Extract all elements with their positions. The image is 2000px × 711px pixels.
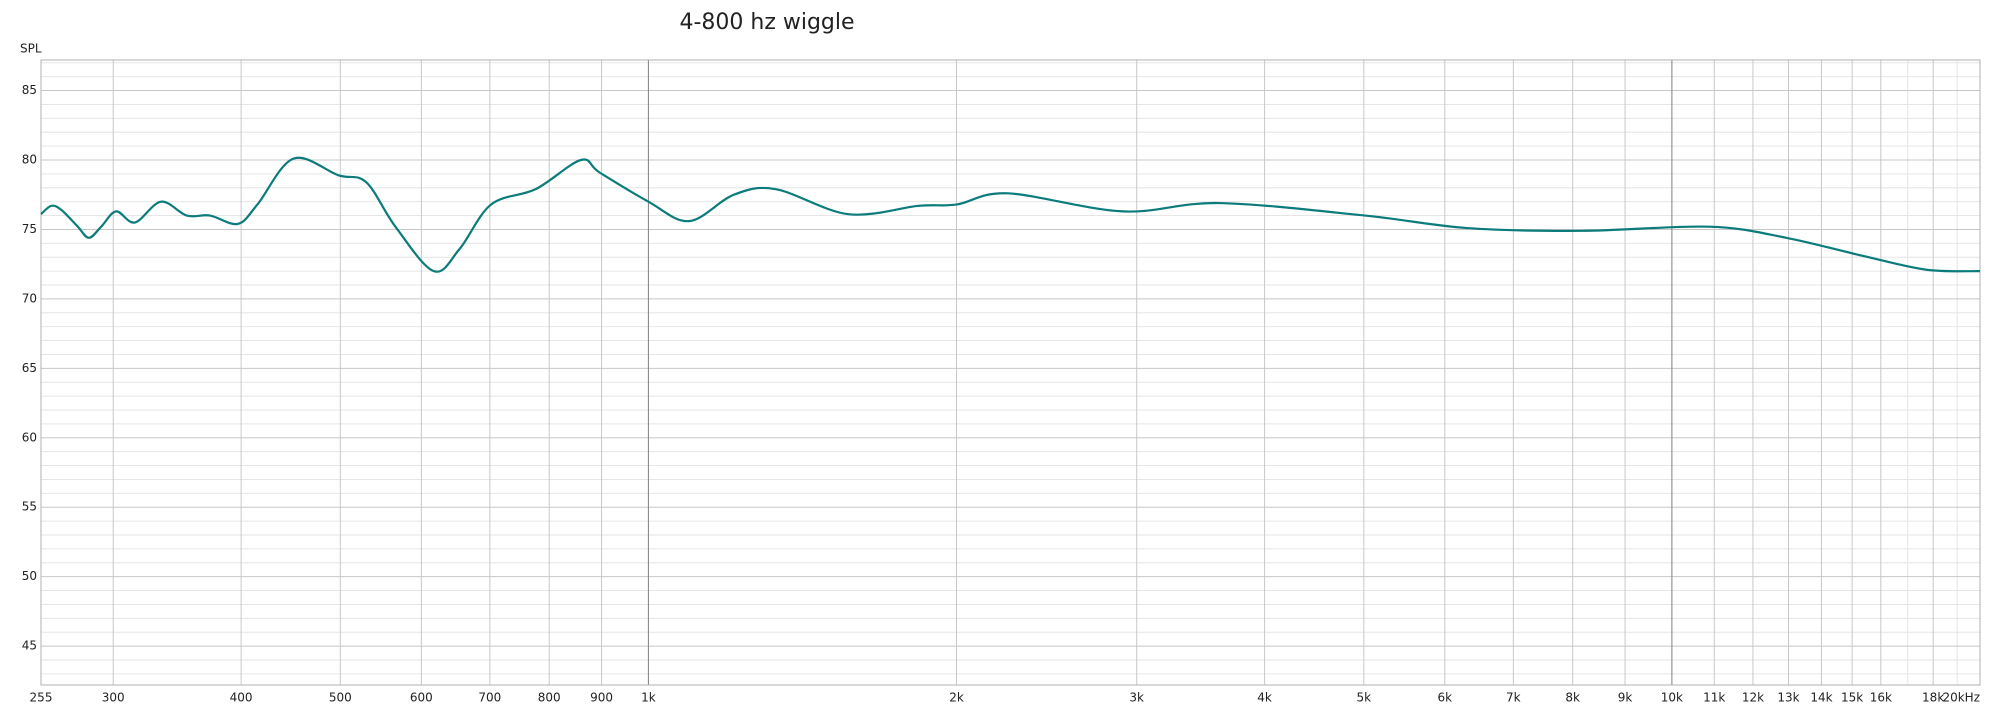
x-tick-label: 12k: [1742, 691, 1764, 705]
y-axis-label: SPL: [20, 42, 42, 56]
x-tick-label: 3k: [1129, 691, 1144, 705]
x-tick-label: 14k: [1810, 691, 1832, 705]
x-tick-label: 7k: [1506, 691, 1521, 705]
y-tick-label: 70: [22, 291, 37, 305]
y-tick-label: 80: [22, 153, 37, 167]
x-tick-label: 13k: [1777, 691, 1799, 705]
response-line: [40, 156, 1981, 273]
x-tick-label: 300: [102, 691, 125, 705]
x-tick-label: 11k: [1703, 691, 1725, 705]
x-tick-label: 800: [538, 691, 561, 705]
x-tick-label: 255: [30, 691, 53, 705]
x-tick-label: 8k: [1565, 691, 1580, 705]
y-tick-label: 60: [22, 430, 37, 444]
x-tick-label: 18k: [1922, 691, 1944, 705]
y-tick-label: 55: [22, 500, 37, 514]
chart-title: 4-800 hz wiggle: [679, 10, 854, 35]
x-tick-label: 2k: [949, 691, 964, 705]
x-tick-label: 9k: [1618, 691, 1633, 705]
x-tick-label: 15k: [1841, 691, 1863, 705]
x-tick-label: 16k: [1870, 691, 1892, 705]
x-tick-label: 700: [478, 691, 501, 705]
x-tick-label: 500: [329, 691, 352, 705]
x-tick-label: 6k: [1438, 691, 1453, 705]
y-tick-label: 45: [22, 639, 37, 653]
y-tick-label: 65: [22, 361, 37, 375]
x-tick-label: 400: [230, 691, 253, 705]
x-tick-label: 1k: [641, 691, 656, 705]
x-tick-label: 5k: [1356, 691, 1371, 705]
x-tick-label: 900: [590, 691, 613, 705]
x-tick-label: 4k: [1257, 691, 1272, 705]
plot-frame: [40, 59, 1981, 686]
y-tick-label: 75: [22, 222, 37, 236]
x-tick-label: 20kHz: [1942, 691, 1980, 705]
x-tick-label: 10k: [1661, 691, 1683, 705]
y-tick-label: 85: [22, 83, 37, 97]
x-tick-label: 600: [410, 691, 433, 705]
y-tick-label: 50: [22, 569, 37, 583]
